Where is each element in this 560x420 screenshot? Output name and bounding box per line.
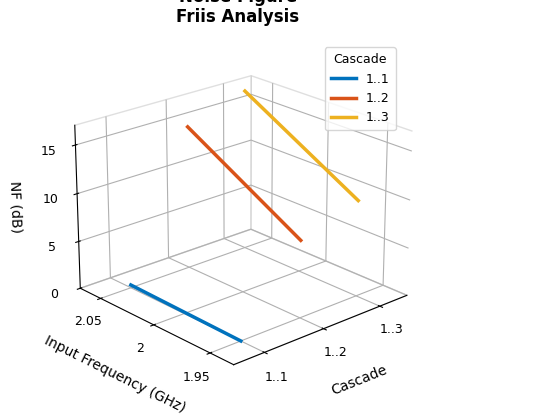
Y-axis label: Input Frequency (GHz): Input Frequency (GHz) (42, 333, 188, 415)
Legend: 1..1, 1..2, 1..3: 1..1, 1..2, 1..3 (325, 47, 396, 130)
X-axis label: Cascade: Cascade (329, 362, 389, 398)
Title: Noise Figure
Friis Analysis: Noise Figure Friis Analysis (176, 0, 300, 26)
